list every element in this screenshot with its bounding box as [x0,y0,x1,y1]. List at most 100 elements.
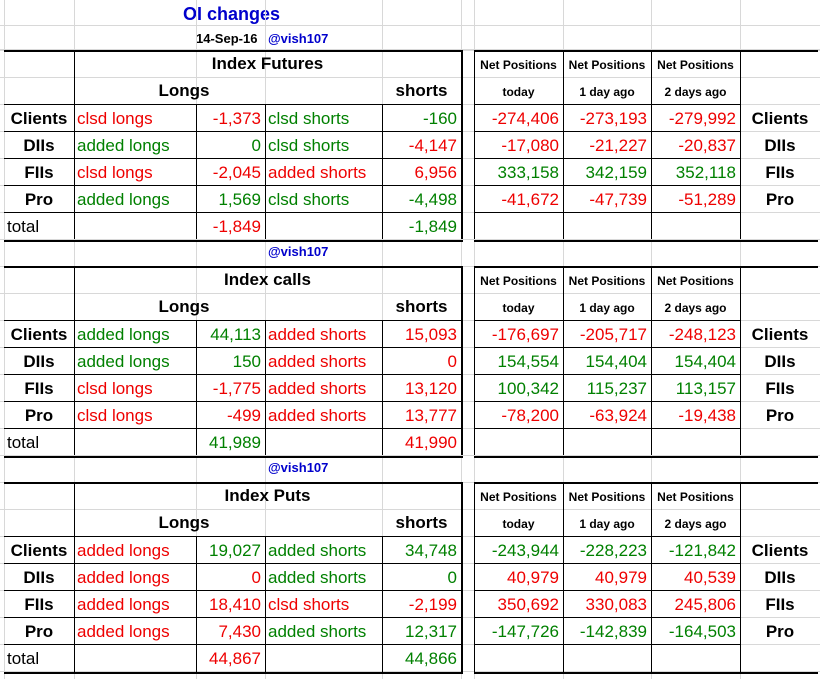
net-positions-header: Net Positions [480,490,557,504]
net-position-value: -164,503 [668,622,736,641]
table-border [474,456,818,458]
net-position-value: 350,692 [497,595,559,614]
net-position-value: -78,200 [501,406,559,425]
net-position-value: 154,404 [674,352,736,371]
short-action: added shorts [268,622,367,641]
net-positions-header: Net Positions [568,274,646,288]
participant-name-right: Clients [751,109,809,128]
net-position-value: 113,157 [675,379,736,398]
handle-label: @vish107 [268,31,329,46]
participant-name: Pro [24,622,54,641]
short-action: clsd shorts [268,109,350,128]
total-short: 41,990 [405,433,457,452]
period-header: today [502,301,535,315]
table-border [382,320,383,456]
period-header: today [502,517,535,531]
table-border [4,374,461,375]
long-action: added longs [77,595,170,614]
table-border [4,428,461,429]
table-border [265,320,266,456]
table-border [4,158,461,159]
table-border [563,50,564,240]
net-position-value: -273,193 [579,109,647,128]
table-border [382,104,383,240]
participant-name-right: Clients [751,541,809,560]
long-value: 1,569 [218,190,261,209]
table-border [461,266,463,458]
table-border [474,401,740,402]
table-border [474,428,740,429]
table-border [474,644,740,645]
participant-name-right: DIIs [764,136,796,155]
long-value: 18,410 [209,595,261,614]
shorts-header: shorts [395,513,448,532]
period-header: 1 day ago [579,85,635,99]
table-border [474,590,740,591]
participant-name-right: DIIs [764,568,796,587]
long-action: added longs [77,541,170,560]
short-value: 12,317 [405,622,457,641]
net-position-value: -205,717 [579,325,647,344]
section-handle: @vish107 [268,460,329,475]
table-border [4,212,461,213]
table-border [196,536,197,672]
short-action: added shorts [268,163,367,182]
long-value: -1,775 [212,379,261,398]
table-border [265,536,266,672]
long-action: added longs [77,325,170,344]
net-position-value: -51,289 [678,190,736,209]
longs-header: Longs [158,81,210,100]
longs-header: Longs [158,297,210,316]
net-position-value: -274,406 [491,109,559,128]
period-header: today [502,85,535,99]
net-position-value: 352,118 [675,163,736,182]
net-position-value: 154,554 [497,352,559,371]
total-label: total [7,649,40,668]
net-position-value: -19,438 [678,406,736,425]
short-value: -4,498 [408,190,457,209]
table-border [4,644,461,645]
grid-line [0,509,820,510]
table-border [74,266,75,456]
net-position-value: 40,539 [684,568,736,587]
net-position-value: 40,979 [595,568,647,587]
participant-name: Pro [24,190,54,209]
long-value: -2,045 [212,163,261,182]
table-border [4,672,461,674]
long-action: added longs [77,568,170,587]
participant-name: FIIs [24,379,54,398]
total-long: 44,867 [209,649,261,668]
table-border [4,131,461,132]
table-border [196,320,197,456]
table-border [474,185,740,186]
long-action: added longs [77,352,170,371]
table-border [4,401,461,402]
table-border [474,158,740,159]
total-long: 41,989 [209,433,261,452]
table-border [474,212,740,213]
net-position-value: 154,404 [585,352,647,371]
grid-line [0,293,820,294]
table-border [4,563,461,564]
table-border [4,482,461,484]
table-border [4,50,461,52]
short-action: added shorts [268,541,367,560]
participant-name: DIIs [23,568,55,587]
table-border [474,536,740,537]
period-header: 1 day ago [579,301,635,315]
table-border [474,104,740,105]
long-action: clsd longs [77,406,153,425]
table-border [651,482,652,672]
net-positions-header: Net Positions [480,58,557,72]
table-border [474,617,740,618]
table-border [740,482,741,672]
participant-name-right: DIIs [764,352,796,371]
table-border [474,672,818,674]
participant-name: FIIs [24,163,54,182]
period-header: 2 days ago [664,301,727,315]
short-action: added shorts [268,379,367,398]
net-positions-header: Net Positions [657,58,734,72]
long-value: 150 [232,352,261,371]
table-border [563,266,564,456]
short-action: added shorts [268,568,367,587]
